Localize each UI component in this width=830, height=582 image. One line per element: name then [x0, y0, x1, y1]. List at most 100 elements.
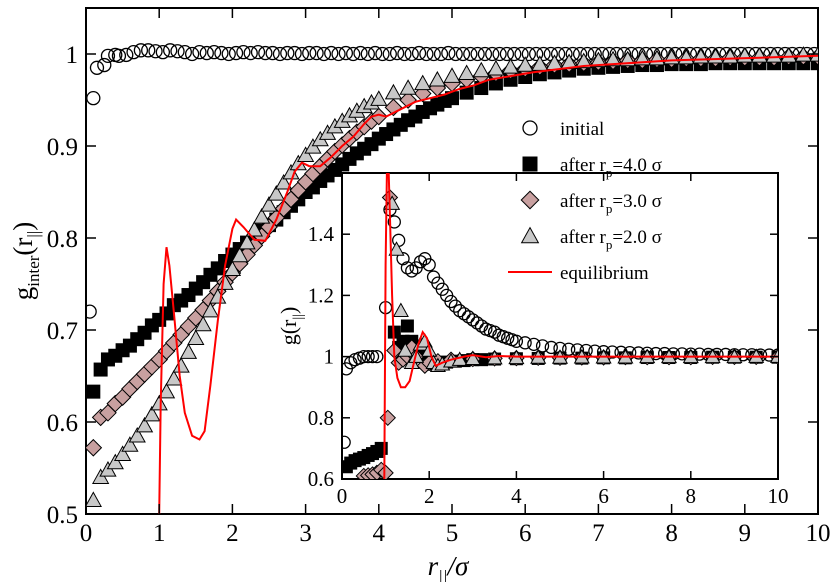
- inset-x-tick-label: 10: [768, 484, 789, 508]
- main-initial-point: [133, 43, 149, 58]
- main-initial-point: [170, 44, 185, 59]
- inset-y-label-close: ): [276, 307, 301, 314]
- main-x-tick-label: 2: [226, 520, 239, 547]
- main-initial-point: [382, 46, 397, 62]
- inset-plot: 0 2 4 6 8 10 0.6 0.8 1 1.2 1.4 g(r||): [276, 172, 789, 508]
- main-initial-point: [404, 46, 419, 62]
- main-x-tick-label: 8: [665, 520, 678, 547]
- main-after-rp-2-0-point: [253, 208, 271, 224]
- inset-initial-point: [466, 313, 480, 327]
- main-initial-point: [163, 43, 178, 58]
- main-initial-point: [375, 46, 390, 62]
- inset-x-tick-label: 6: [598, 484, 609, 508]
- main-plot-axes: 0 1 2 3 4 5 6 7 8 9 100.50.60.70.80.91: [47, 8, 830, 547]
- main-initial-point: [228, 45, 244, 61]
- main-initial-point: [294, 46, 310, 62]
- main-y-label-g: g: [8, 287, 38, 301]
- main-initial-point: [148, 44, 163, 59]
- inset-y-tick-label: 0.6: [308, 467, 334, 491]
- inset-after-rp-2-0-point: [392, 302, 409, 317]
- main-after-rp-2-0-point: [165, 369, 183, 386]
- main-y-tick-label: 0.9: [47, 134, 78, 161]
- main-after-rp-2-0-point: [399, 79, 417, 95]
- main-initial-point: [397, 46, 412, 62]
- main-after-rp-2-0-point: [575, 52, 593, 69]
- legend-item-after-rp-3-0: after rp=3.0 σ: [520, 190, 662, 216]
- inset-initial-point: [453, 304, 467, 318]
- main-after-rp-2-0-point: [604, 50, 622, 67]
- main-after-rp-2-0-point: [231, 246, 249, 263]
- main-after-rp-2-0-point: [216, 274, 234, 290]
- main-after-rp-2-0-point: [501, 58, 520, 74]
- inset-initial-point: [527, 337, 541, 352]
- inset-initial-point: [400, 261, 415, 275]
- legend-marker-after-rp-2-0: [520, 226, 540, 244]
- main-x-tick-label: 5: [446, 520, 459, 547]
- main-after-rp-2-0-point: [157, 382, 176, 399]
- main-initial-point: [346, 46, 361, 62]
- main-initial-point: [199, 45, 214, 61]
- inset-initial-point: [444, 294, 458, 309]
- main-y-label-rest: (r: [8, 238, 38, 256]
- main-initial-point: [236, 45, 251, 60]
- legend-label-suffix: =3.0 σ: [612, 191, 661, 212]
- main-x-label-r: r: [428, 551, 439, 581]
- main-initial-point: [433, 46, 449, 62]
- main-initial-point: [214, 45, 229, 61]
- main-after-rp-4-0-point: [86, 384, 101, 399]
- legend-label: after rp=4.0 σ: [560, 155, 662, 180]
- inset-after-rp-2-0-point: [384, 195, 401, 210]
- main-y-label-sub: inter: [24, 255, 43, 286]
- main-after-rp-2-0-point: [428, 70, 447, 87]
- main-x-label-rest: /σ: [446, 551, 471, 581]
- legend-marker-initial: [522, 120, 538, 136]
- main-y-tick-label: 0.6: [47, 410, 78, 437]
- inset-initial-point: [562, 342, 576, 356]
- main-initial-point: [470, 46, 485, 62]
- inset-x-tick-label: 4: [511, 484, 522, 508]
- main-initial-point: [492, 46, 507, 62]
- main-y-tick-label: 0.5: [47, 502, 78, 529]
- main-x-axis-label: r||/σ: [428, 551, 470, 582]
- main-after-rp-3-0-point: [86, 438, 103, 457]
- legend-label-suffix: =2.0 σ: [612, 227, 661, 248]
- inset-plot-axes: 0 2 4 6 8 10 0.6 0.8 1 1.2 1.4: [308, 173, 789, 508]
- main-y-label-close: ): [8, 222, 38, 231]
- main-initial-point: [367, 45, 383, 61]
- inset-y-tick-label: 1: [324, 345, 335, 369]
- legend-marker-after-rp-3-0: [520, 190, 540, 210]
- main-x-tick-label: 0: [80, 520, 93, 547]
- legend-label: after rp=3.0 σ: [560, 191, 662, 216]
- main-x-tick-label: 9: [739, 520, 752, 547]
- main-after-rp-2-0-point: [516, 56, 534, 72]
- main-y-tick-label: 0.7: [47, 318, 78, 345]
- main-initial-point: [455, 46, 471, 62]
- inset-after-rp-4-0-point: [400, 319, 414, 333]
- legend-label: after rp=2.0 σ: [560, 227, 662, 252]
- main-initial-point: [184, 46, 200, 62]
- legend-item-initial: initial: [522, 119, 604, 140]
- main-initial-point: [353, 45, 368, 61]
- main-initial-point: [192, 45, 207, 60]
- inset-initial-point: [422, 258, 436, 272]
- inset-equilibrium-line: [383, 173, 778, 479]
- inset-initial-point: [357, 349, 371, 364]
- main-initial-point: [521, 46, 537, 62]
- main-after-rp-2-0-point: [267, 185, 285, 201]
- main-initial-point: [206, 45, 222, 60]
- main-initial-point: [411, 45, 427, 61]
- inset-initial-point: [448, 299, 463, 313]
- inset-y-label-sub: ||: [291, 314, 306, 320]
- main-after-rp-2-0-point: [135, 416, 154, 433]
- main-initial-point: [100, 48, 116, 63]
- main-after-rp-4-0-point: [811, 56, 818, 71]
- inset-y-label-g: g(r: [276, 319, 301, 345]
- main-after-rp-2-0-point: [457, 64, 476, 81]
- main-series-after-rp-4-0: [86, 56, 818, 399]
- inset-initial-point: [474, 319, 489, 333]
- main-initial-point: [243, 45, 258, 61]
- main-initial-point: [302, 45, 317, 61]
- main-initial-point: [280, 45, 295, 61]
- main-series-equilibrium: [158, 54, 818, 514]
- inset-initial-point: [457, 307, 471, 321]
